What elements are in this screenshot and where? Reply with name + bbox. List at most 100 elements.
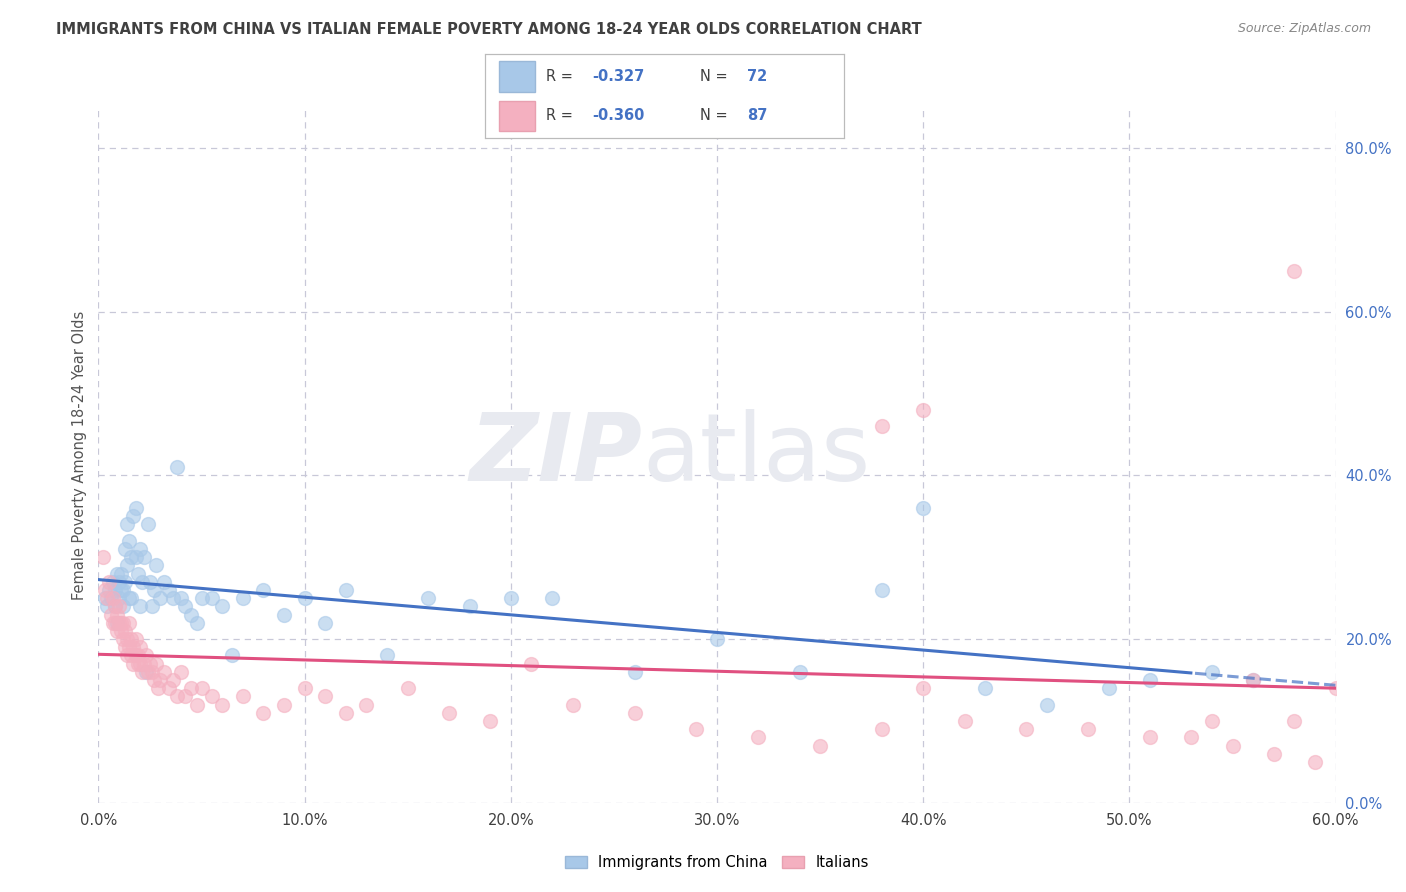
- Point: [145, 558, 167, 573]
- Point: [117, 517, 139, 532]
- Point: [131, 665, 153, 679]
- Point: [623, 665, 645, 679]
- Point: [105, 624, 128, 638]
- Point: [1015, 722, 1038, 736]
- Point: [201, 591, 224, 606]
- Point: [117, 648, 139, 663]
- Point: [139, 574, 162, 589]
- Point: [356, 698, 378, 712]
- Point: [273, 607, 295, 622]
- Point: [1284, 714, 1306, 728]
- Point: [294, 591, 316, 606]
- Point: [186, 698, 208, 712]
- Point: [127, 566, 149, 581]
- Point: [190, 591, 212, 606]
- Point: [180, 607, 202, 622]
- Point: [127, 648, 149, 663]
- Point: [100, 607, 122, 622]
- Point: [1263, 747, 1285, 761]
- Point: [1284, 264, 1306, 278]
- Point: [120, 632, 142, 646]
- Point: [1201, 714, 1223, 728]
- Point: [110, 624, 132, 638]
- Point: [1180, 731, 1202, 745]
- Point: [101, 591, 124, 606]
- Point: [112, 599, 135, 614]
- Point: [294, 681, 316, 696]
- Point: [114, 574, 136, 589]
- Point: [211, 698, 233, 712]
- Point: [128, 599, 150, 614]
- Point: [1139, 673, 1161, 687]
- Point: [149, 673, 172, 687]
- Point: [623, 706, 645, 720]
- Point: [1036, 698, 1059, 712]
- Point: [912, 681, 935, 696]
- Point: [157, 582, 180, 597]
- Point: [148, 681, 170, 696]
- Point: [174, 690, 197, 704]
- Point: [124, 501, 146, 516]
- Point: [1241, 673, 1264, 687]
- Point: [162, 591, 184, 606]
- Point: [153, 574, 176, 589]
- Point: [437, 706, 460, 720]
- Point: [396, 681, 419, 696]
- Point: [143, 582, 166, 597]
- Point: [118, 615, 141, 630]
- Point: [112, 615, 135, 630]
- FancyBboxPatch shape: [499, 62, 536, 92]
- Point: [96, 599, 118, 614]
- Point: [789, 665, 811, 679]
- Point: [122, 640, 145, 655]
- Point: [1222, 739, 1244, 753]
- Point: [128, 657, 150, 671]
- Point: [186, 615, 208, 630]
- Point: [100, 591, 122, 606]
- Point: [128, 542, 150, 557]
- Point: [117, 558, 139, 573]
- Point: [153, 665, 176, 679]
- Text: Source: ZipAtlas.com: Source: ZipAtlas.com: [1237, 22, 1371, 36]
- Point: [953, 714, 976, 728]
- Text: atlas: atlas: [643, 409, 872, 501]
- Point: [114, 624, 136, 638]
- Point: [912, 403, 935, 417]
- Point: [122, 509, 145, 524]
- Text: 72: 72: [747, 69, 768, 84]
- Text: R =: R =: [546, 69, 578, 84]
- Point: [97, 582, 120, 597]
- Point: [135, 648, 157, 663]
- Point: [808, 739, 831, 753]
- Point: [141, 599, 163, 614]
- Point: [118, 591, 141, 606]
- Point: [108, 615, 131, 630]
- Point: [118, 640, 141, 655]
- Point: [685, 722, 707, 736]
- Point: [232, 591, 254, 606]
- Point: [314, 690, 336, 704]
- Point: [170, 591, 193, 606]
- Point: [252, 582, 274, 597]
- Point: [101, 615, 124, 630]
- Point: [104, 599, 127, 614]
- Point: [104, 582, 127, 597]
- Point: [108, 599, 131, 614]
- Point: [166, 460, 188, 475]
- Point: [174, 599, 197, 614]
- Point: [1241, 673, 1264, 687]
- Point: [135, 665, 157, 679]
- Point: [1303, 755, 1326, 769]
- Point: [122, 657, 145, 671]
- Point: [139, 657, 162, 671]
- Point: [335, 706, 357, 720]
- Text: N =: N =: [700, 69, 733, 84]
- Point: [211, 599, 233, 614]
- Point: [170, 665, 193, 679]
- Point: [870, 419, 893, 434]
- Point: [157, 681, 180, 696]
- Point: [190, 681, 212, 696]
- Point: [541, 591, 564, 606]
- Point: [120, 591, 142, 606]
- Text: -0.360: -0.360: [592, 108, 645, 123]
